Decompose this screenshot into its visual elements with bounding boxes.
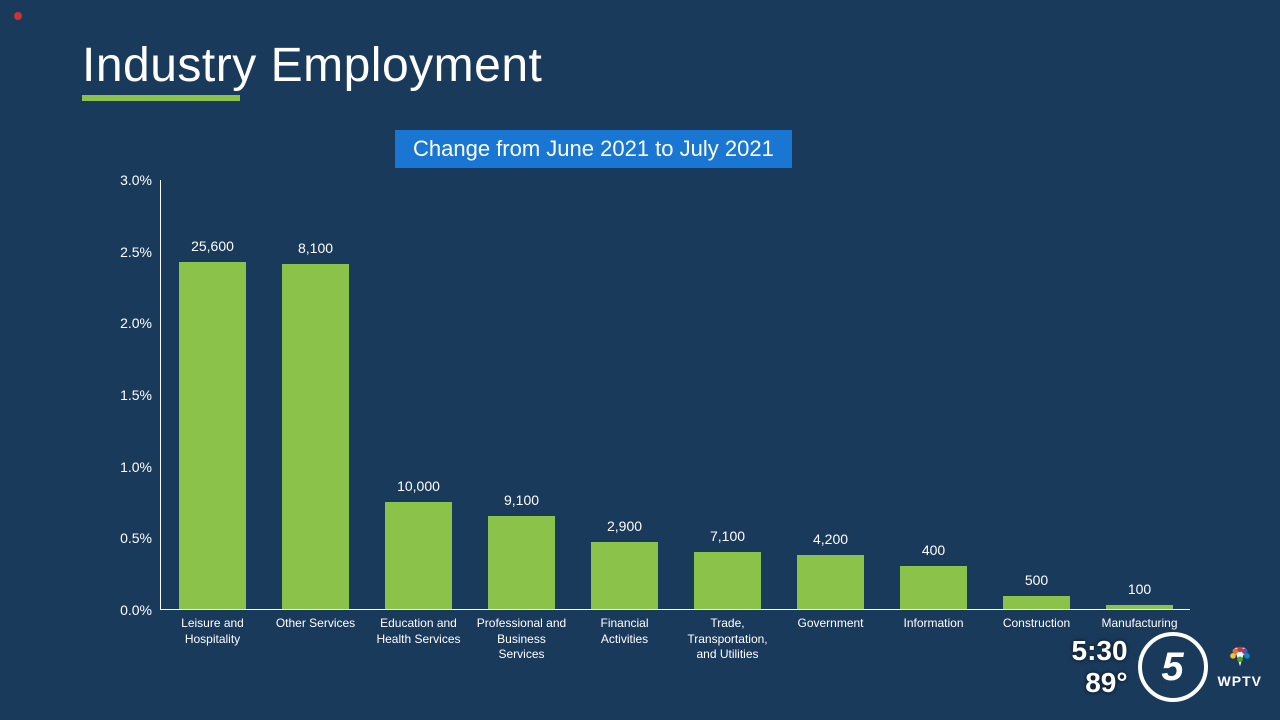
bar bbox=[488, 516, 555, 609]
bar-value-label: 500 bbox=[1025, 572, 1048, 588]
y-tick-label: 3.0% bbox=[120, 172, 152, 188]
bar bbox=[694, 552, 761, 609]
subtitle-band: Change from June 2021 to July 2021 bbox=[395, 130, 792, 168]
clock-time: 5:30 bbox=[1072, 635, 1128, 667]
bar bbox=[179, 262, 246, 609]
employment-bar-chart: 0.0%0.5%1.0%1.5%2.0%2.5%3.0% 25,600Leisu… bbox=[100, 180, 1190, 670]
bar-value-label: 10,000 bbox=[397, 478, 440, 494]
peacock-icon bbox=[1226, 643, 1254, 671]
bar-value-label: 9,100 bbox=[504, 492, 539, 508]
x-category-label: Trade, Transportation, and Utilities bbox=[683, 616, 773, 663]
bar bbox=[1003, 596, 1070, 609]
x-category-label: Financial Activities bbox=[580, 616, 670, 647]
x-category-label: Government bbox=[786, 616, 876, 632]
x-category-label: Other Services bbox=[271, 616, 361, 632]
bar-value-label: 8,100 bbox=[298, 240, 333, 256]
title-underline bbox=[82, 95, 240, 101]
broadcast-overlay: 5:30 89° 5 WPTV bbox=[1072, 632, 1263, 702]
x-category-label: Leisure and Hospitality bbox=[168, 616, 258, 647]
station-callsign: WPTV bbox=[1218, 673, 1262, 689]
bar bbox=[797, 555, 864, 609]
x-category-label: Manufacturing bbox=[1095, 616, 1185, 632]
y-tick-label: 2.0% bbox=[120, 315, 152, 331]
y-tick-label: 1.0% bbox=[120, 459, 152, 475]
plot-area: 25,600Leisure and Hospitality8,100Other … bbox=[160, 180, 1190, 610]
bar-value-label: 7,100 bbox=[710, 528, 745, 544]
bar-value-label: 100 bbox=[1128, 581, 1151, 597]
y-axis: 0.0%0.5%1.0%1.5%2.0%2.5%3.0% bbox=[100, 180, 160, 610]
network-stack: WPTV bbox=[1218, 643, 1262, 691]
recording-indicator bbox=[14, 12, 22, 20]
bar bbox=[385, 502, 452, 610]
title-block: Industry Employment bbox=[82, 38, 542, 101]
bar bbox=[900, 566, 967, 609]
x-category-label: Information bbox=[889, 616, 979, 632]
subtitle-text: Change from June 2021 to July 2021 bbox=[413, 136, 774, 162]
bar bbox=[282, 264, 349, 609]
y-tick-label: 0.0% bbox=[120, 602, 152, 618]
bar bbox=[591, 542, 658, 609]
y-tick-label: 1.5% bbox=[120, 387, 152, 403]
bar bbox=[1106, 605, 1173, 609]
temperature: 89° bbox=[1072, 667, 1128, 699]
bar-value-label: 2,900 bbox=[607, 518, 642, 534]
station-logo-digit: 5 bbox=[1161, 645, 1183, 690]
bar-value-label: 4,200 bbox=[813, 531, 848, 547]
x-category-label: Construction bbox=[992, 616, 1082, 632]
x-category-label: Professional and Business Services bbox=[477, 616, 567, 663]
time-temp-block: 5:30 89° bbox=[1072, 635, 1128, 699]
bar-value-label: 400 bbox=[922, 542, 945, 558]
bar-value-label: 25,600 bbox=[191, 238, 234, 254]
y-tick-label: 2.5% bbox=[120, 244, 152, 260]
x-category-label: Education and Health Services bbox=[374, 616, 464, 647]
station-logo-circle: 5 bbox=[1138, 632, 1208, 702]
page-title: Industry Employment bbox=[82, 38, 542, 93]
y-tick-label: 0.5% bbox=[120, 530, 152, 546]
